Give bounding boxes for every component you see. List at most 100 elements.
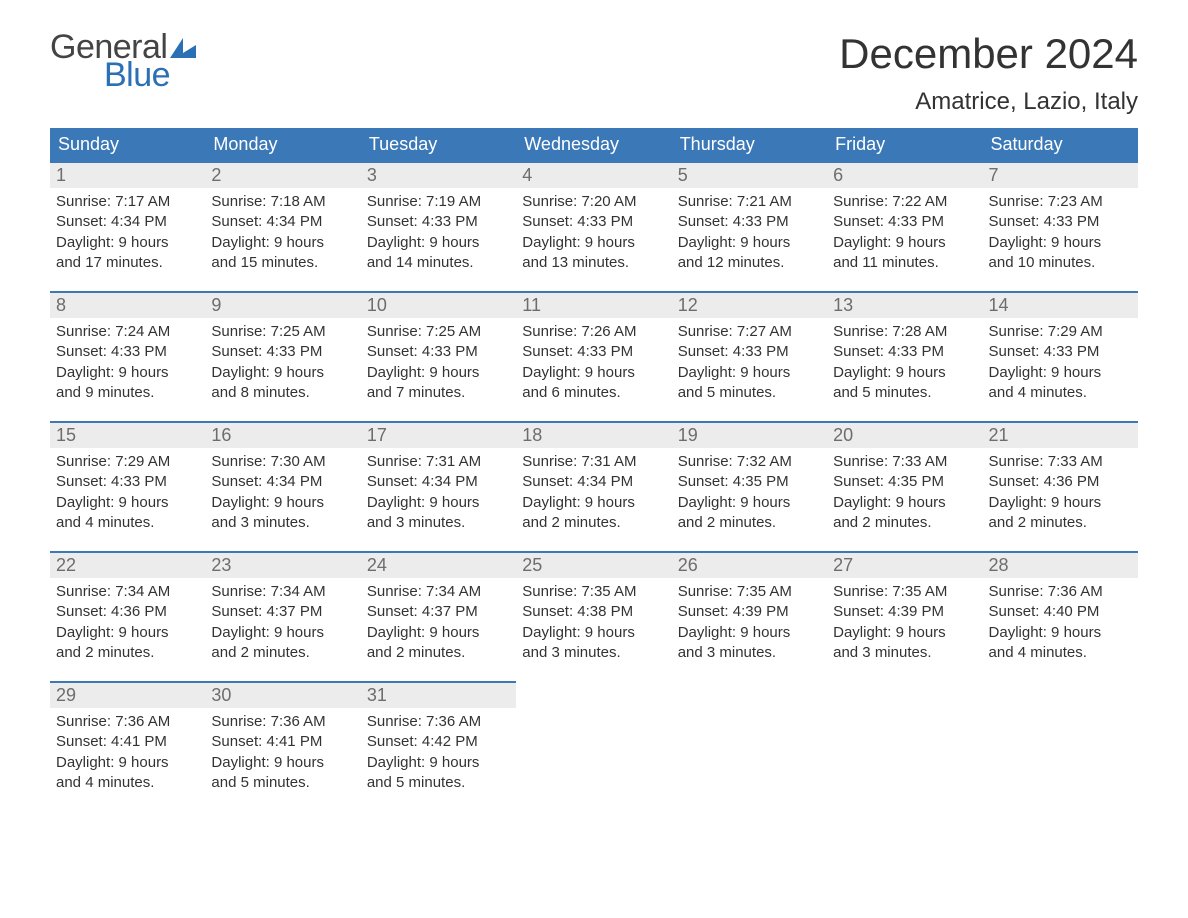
- day-content: Sunrise: 7:22 AMSunset: 4:33 PMDaylight:…: [827, 188, 982, 283]
- calendar-day-cell: [672, 681, 827, 811]
- calendar-week-row: 1Sunrise: 7:17 AMSunset: 4:34 PMDaylight…: [50, 161, 1138, 291]
- day-number: 20: [827, 421, 982, 448]
- day-sunrise: Sunrise: 7:29 AM: [989, 322, 1132, 342]
- day-sunset: Sunset: 4:33 PM: [833, 212, 976, 232]
- day-dl2: and 4 minutes.: [56, 773, 199, 793]
- calendar-day-cell: 7Sunrise: 7:23 AMSunset: 4:33 PMDaylight…: [983, 161, 1138, 291]
- day-sunset: Sunset: 4:39 PM: [678, 602, 821, 622]
- day-sunset: Sunset: 4:36 PM: [56, 602, 199, 622]
- day-dl1: Daylight: 9 hours: [56, 493, 199, 513]
- day-sunrise: Sunrise: 7:21 AM: [678, 192, 821, 212]
- day-number: 1: [50, 161, 205, 188]
- calendar-week-row: 15Sunrise: 7:29 AMSunset: 4:33 PMDayligh…: [50, 421, 1138, 551]
- day-content: Sunrise: 7:33 AMSunset: 4:35 PMDaylight:…: [827, 448, 982, 543]
- calendar-day-cell: 15Sunrise: 7:29 AMSunset: 4:33 PMDayligh…: [50, 421, 205, 551]
- day-dl1: Daylight: 9 hours: [211, 363, 354, 383]
- day-content: Sunrise: 7:17 AMSunset: 4:34 PMDaylight:…: [50, 188, 205, 283]
- day-dl1: Daylight: 9 hours: [522, 493, 665, 513]
- day-dl2: and 4 minutes.: [989, 383, 1132, 403]
- day-dl1: Daylight: 9 hours: [56, 623, 199, 643]
- calendar-day-cell: 25Sunrise: 7:35 AMSunset: 4:38 PMDayligh…: [516, 551, 671, 681]
- day-content: Sunrise: 7:31 AMSunset: 4:34 PMDaylight:…: [516, 448, 671, 543]
- calendar-week-row: 22Sunrise: 7:34 AMSunset: 4:36 PMDayligh…: [50, 551, 1138, 681]
- calendar-day-cell: 2Sunrise: 7:18 AMSunset: 4:34 PMDaylight…: [205, 161, 360, 291]
- day-content: Sunrise: 7:20 AMSunset: 4:33 PMDaylight:…: [516, 188, 671, 283]
- day-sunset: Sunset: 4:33 PM: [989, 342, 1132, 362]
- day-sunrise: Sunrise: 7:34 AM: [211, 582, 354, 602]
- day-sunset: Sunset: 4:33 PM: [678, 342, 821, 362]
- day-dl1: Daylight: 9 hours: [367, 623, 510, 643]
- day-sunset: Sunset: 4:34 PM: [211, 472, 354, 492]
- calendar-day-cell: 18Sunrise: 7:31 AMSunset: 4:34 PMDayligh…: [516, 421, 671, 551]
- day-dl1: Daylight: 9 hours: [989, 493, 1132, 513]
- day-sunrise: Sunrise: 7:25 AM: [211, 322, 354, 342]
- day-content: Sunrise: 7:32 AMSunset: 4:35 PMDaylight:…: [672, 448, 827, 543]
- day-number: 25: [516, 551, 671, 578]
- day-dl1: Daylight: 9 hours: [522, 623, 665, 643]
- location-subtitle: Amatrice, Lazio, Italy: [839, 88, 1138, 116]
- calendar-day-cell: 9Sunrise: 7:25 AMSunset: 4:33 PMDaylight…: [205, 291, 360, 421]
- weekday-header: Monday: [205, 128, 360, 161]
- day-number: 28: [983, 551, 1138, 578]
- day-dl1: Daylight: 9 hours: [678, 493, 821, 513]
- weekday-header: Saturday: [983, 128, 1138, 161]
- day-dl2: and 6 minutes.: [522, 383, 665, 403]
- day-sunrise: Sunrise: 7:18 AM: [211, 192, 354, 212]
- day-sunrise: Sunrise: 7:32 AM: [678, 452, 821, 472]
- day-sunrise: Sunrise: 7:31 AM: [522, 452, 665, 472]
- day-dl1: Daylight: 9 hours: [211, 623, 354, 643]
- day-dl1: Daylight: 9 hours: [989, 623, 1132, 643]
- day-sunset: Sunset: 4:33 PM: [522, 212, 665, 232]
- day-content: Sunrise: 7:31 AMSunset: 4:34 PMDaylight:…: [361, 448, 516, 543]
- day-content: Sunrise: 7:35 AMSunset: 4:39 PMDaylight:…: [672, 578, 827, 673]
- day-dl1: Daylight: 9 hours: [678, 623, 821, 643]
- day-sunset: Sunset: 4:35 PM: [678, 472, 821, 492]
- day-number: 5: [672, 161, 827, 188]
- day-content: Sunrise: 7:24 AMSunset: 4:33 PMDaylight:…: [50, 318, 205, 413]
- day-sunset: Sunset: 4:33 PM: [678, 212, 821, 232]
- day-number: 11: [516, 291, 671, 318]
- calendar-body: 1Sunrise: 7:17 AMSunset: 4:34 PMDaylight…: [50, 161, 1138, 811]
- day-number: 19: [672, 421, 827, 448]
- day-sunset: Sunset: 4:40 PM: [989, 602, 1132, 622]
- day-number: 2: [205, 161, 360, 188]
- weekday-header: Tuesday: [361, 128, 516, 161]
- day-number: 24: [361, 551, 516, 578]
- day-sunset: Sunset: 4:33 PM: [989, 212, 1132, 232]
- calendar-day-cell: 24Sunrise: 7:34 AMSunset: 4:37 PMDayligh…: [361, 551, 516, 681]
- day-sunrise: Sunrise: 7:31 AM: [367, 452, 510, 472]
- day-dl2: and 7 minutes.: [367, 383, 510, 403]
- calendar-day-cell: 19Sunrise: 7:32 AMSunset: 4:35 PMDayligh…: [672, 421, 827, 551]
- day-number: 29: [50, 681, 205, 708]
- day-sunset: Sunset: 4:39 PM: [833, 602, 976, 622]
- day-content: Sunrise: 7:26 AMSunset: 4:33 PMDaylight:…: [516, 318, 671, 413]
- day-dl2: and 2 minutes.: [678, 513, 821, 533]
- calendar-day-cell: 21Sunrise: 7:33 AMSunset: 4:36 PMDayligh…: [983, 421, 1138, 551]
- day-sunrise: Sunrise: 7:35 AM: [522, 582, 665, 602]
- weekday-header: Friday: [827, 128, 982, 161]
- day-content: Sunrise: 7:35 AMSunset: 4:39 PMDaylight:…: [827, 578, 982, 673]
- calendar-day-cell: 16Sunrise: 7:30 AMSunset: 4:34 PMDayligh…: [205, 421, 360, 551]
- day-dl2: and 2 minutes.: [211, 643, 354, 663]
- day-dl2: and 14 minutes.: [367, 253, 510, 273]
- day-number: 21: [983, 421, 1138, 448]
- calendar-day-cell: 27Sunrise: 7:35 AMSunset: 4:39 PMDayligh…: [827, 551, 982, 681]
- calendar-day-cell: [983, 681, 1138, 811]
- day-number: 23: [205, 551, 360, 578]
- day-sunrise: Sunrise: 7:33 AM: [833, 452, 976, 472]
- calendar-day-cell: 10Sunrise: 7:25 AMSunset: 4:33 PMDayligh…: [361, 291, 516, 421]
- day-dl1: Daylight: 9 hours: [367, 233, 510, 253]
- day-sunrise: Sunrise: 7:19 AM: [367, 192, 510, 212]
- calendar-day-cell: 6Sunrise: 7:22 AMSunset: 4:33 PMDaylight…: [827, 161, 982, 291]
- day-number: 31: [361, 681, 516, 708]
- day-dl1: Daylight: 9 hours: [522, 233, 665, 253]
- day-content: Sunrise: 7:28 AMSunset: 4:33 PMDaylight:…: [827, 318, 982, 413]
- flag-icon: [170, 38, 196, 58]
- calendar-day-cell: 22Sunrise: 7:34 AMSunset: 4:36 PMDayligh…: [50, 551, 205, 681]
- day-sunset: Sunset: 4:42 PM: [367, 732, 510, 752]
- day-sunrise: Sunrise: 7:34 AM: [56, 582, 199, 602]
- day-content: Sunrise: 7:35 AMSunset: 4:38 PMDaylight:…: [516, 578, 671, 673]
- day-content: Sunrise: 7:25 AMSunset: 4:33 PMDaylight:…: [205, 318, 360, 413]
- calendar-day-cell: 17Sunrise: 7:31 AMSunset: 4:34 PMDayligh…: [361, 421, 516, 551]
- day-number: 3: [361, 161, 516, 188]
